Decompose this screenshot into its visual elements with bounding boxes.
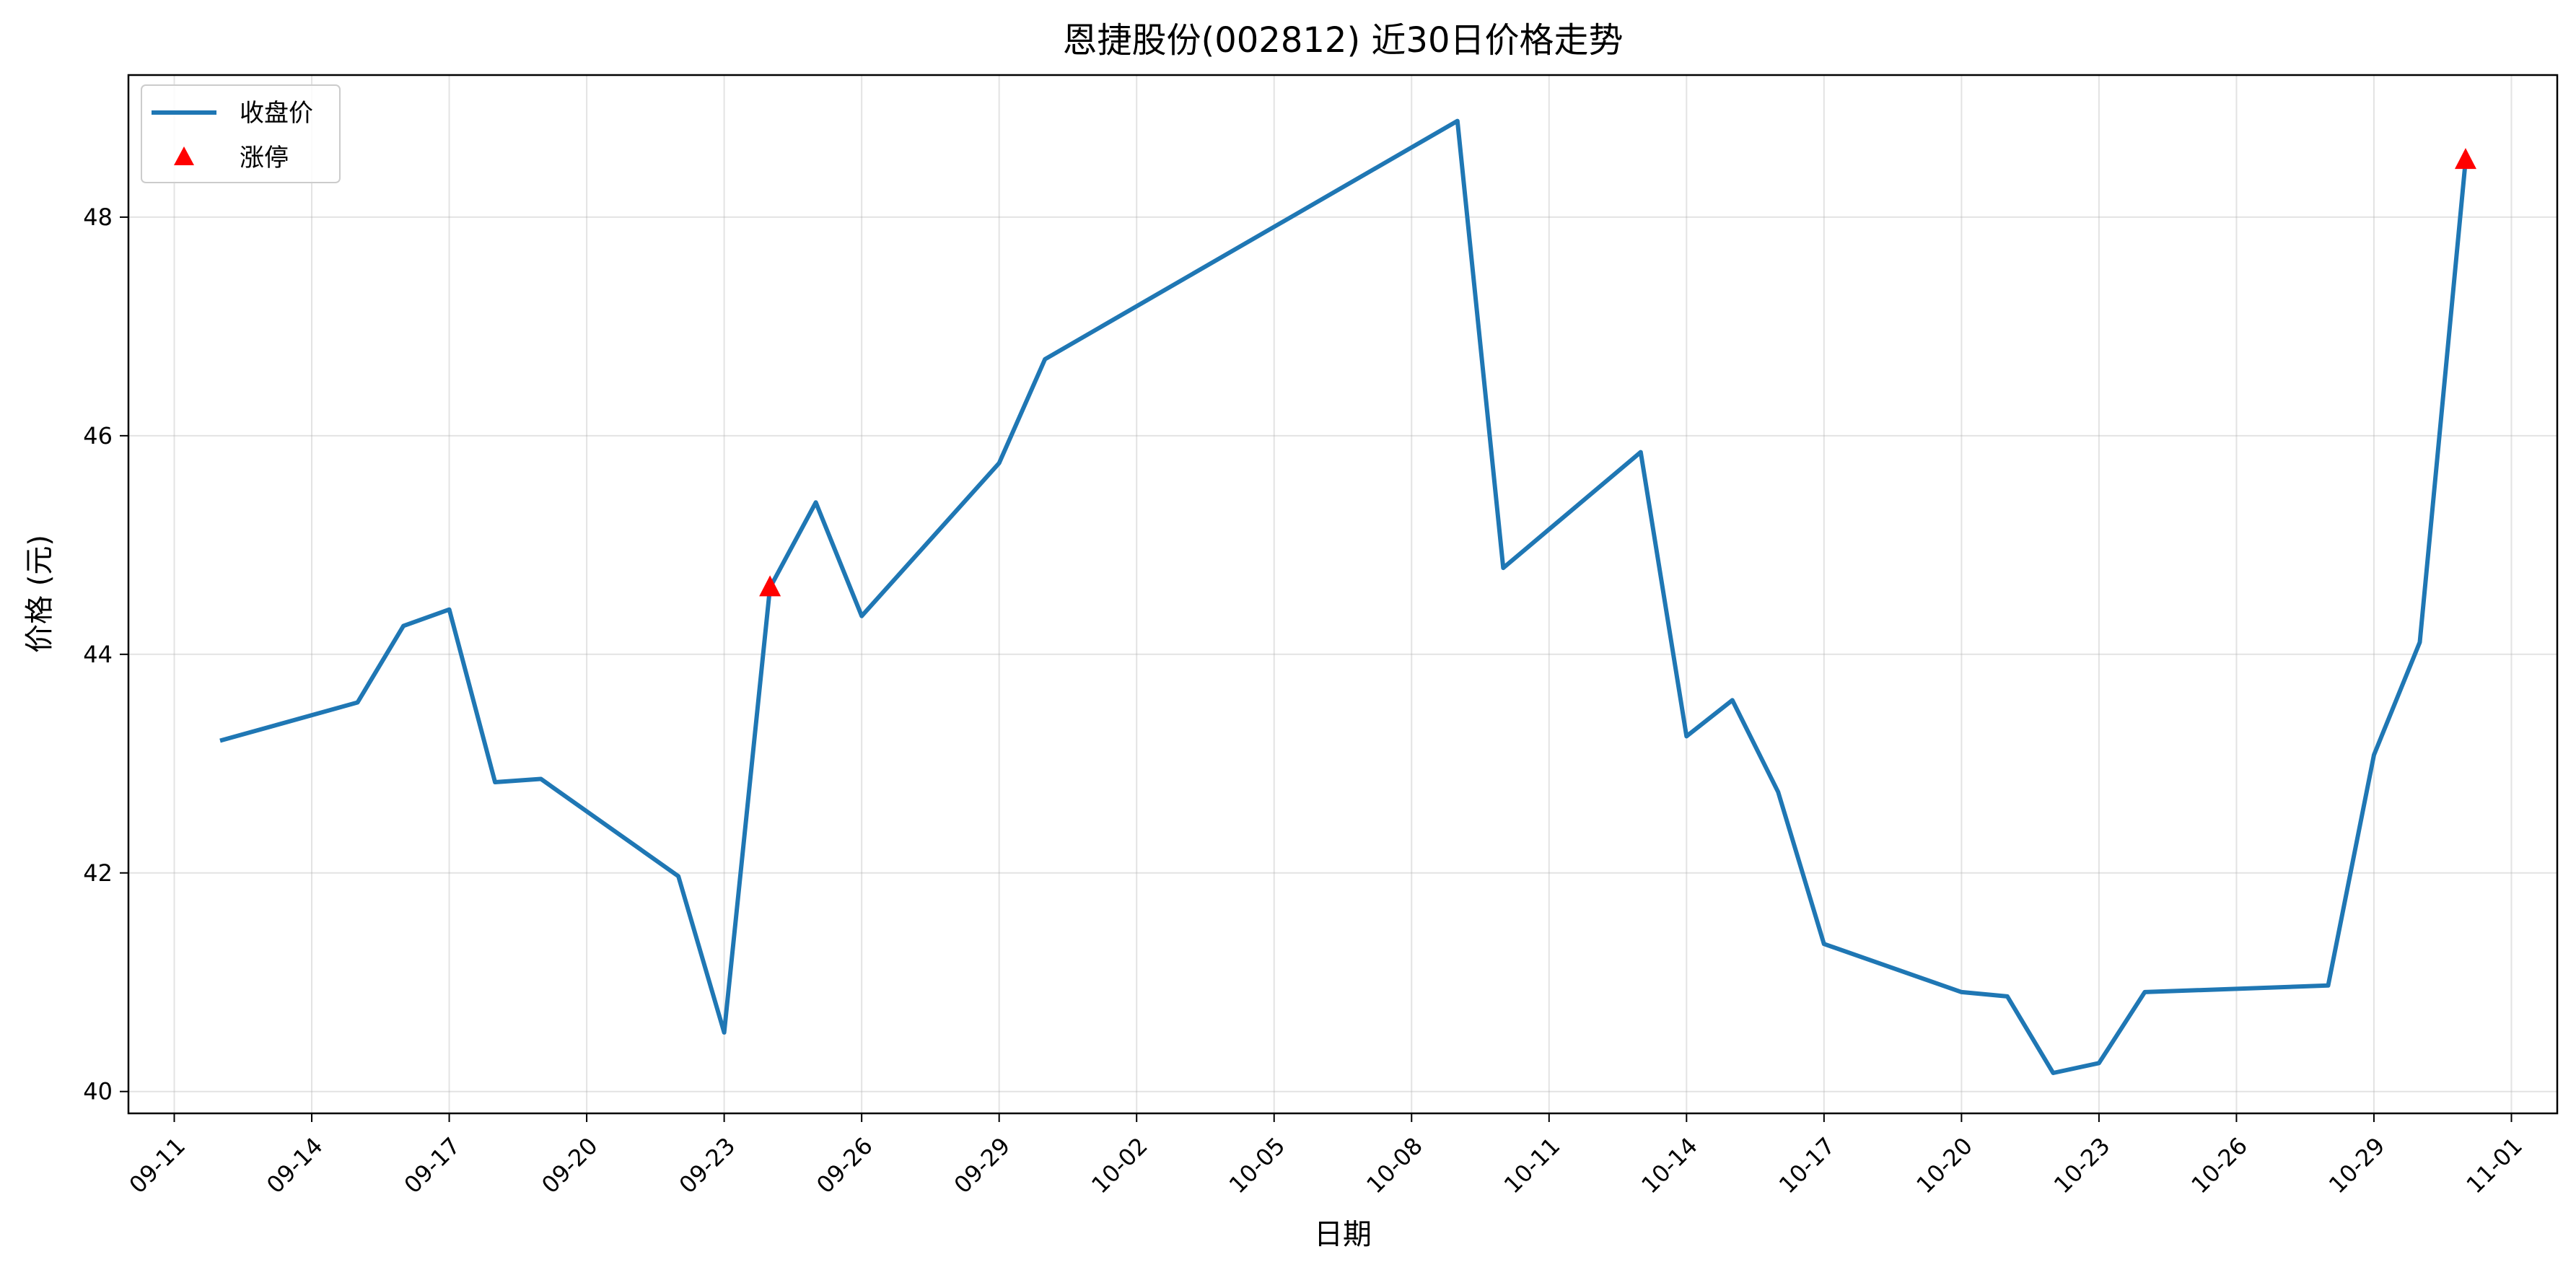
x-tick-label: 10-14	[1636, 1132, 1703, 1199]
close-price-line	[219, 118, 2468, 1075]
x-tick-label: 10-20	[1911, 1132, 1978, 1199]
x-tick-label: 09-11	[124, 1132, 191, 1199]
series-layer	[219, 118, 2476, 1075]
y-axis-title: 价格 (元)	[23, 535, 56, 653]
x-tick-label: 10-26	[2186, 1132, 2253, 1199]
legend-label-limit-up: 涨停	[240, 144, 289, 172]
x-tick-label: 09-23	[674, 1132, 741, 1199]
x-tick-label: 10-23	[2049, 1132, 2116, 1199]
x-tick-label: 10-02	[1086, 1132, 1153, 1199]
x-tick-label: 09-29	[949, 1132, 1016, 1199]
x-tick-label: 10-11	[1499, 1132, 1566, 1199]
y-tick-label: 40	[83, 1078, 113, 1105]
x-tick-label: 10-29	[2323, 1132, 2391, 1199]
y-tick-label: 46	[83, 422, 113, 450]
x-tick-label: 10-05	[1224, 1132, 1291, 1199]
legend-frame	[141, 84, 341, 183]
limit-up-marker	[2454, 148, 2476, 170]
x-tick-label: 09-17	[399, 1132, 466, 1199]
y-tick-label: 48	[83, 203, 113, 231]
x-tick-label: 10-08	[1361, 1132, 1428, 1199]
x-tick-label: 09-20	[536, 1132, 603, 1199]
grid	[128, 75, 2557, 1113]
x-tick-label: 09-14	[261, 1132, 328, 1199]
legend-label-close: 收盘价	[240, 99, 313, 128]
legend: 收盘价 涨停	[141, 84, 341, 183]
plot-frame	[127, 74, 2559, 1115]
x-tick-label: 10-17	[1774, 1132, 1841, 1199]
y-tick-label: 44	[83, 641, 113, 668]
x-tick-label: 11-01	[2461, 1132, 2528, 1199]
limit-up-marker	[759, 575, 781, 597]
x-tick-label: 09-26	[811, 1132, 878, 1199]
legend-triangle-icon	[174, 146, 194, 165]
x-axis-title: 日期	[1314, 1218, 1372, 1251]
chart-title: 恩捷股份(002812) 近30日价格走势	[1062, 20, 1623, 61]
y-tick-label: 42	[83, 859, 113, 887]
